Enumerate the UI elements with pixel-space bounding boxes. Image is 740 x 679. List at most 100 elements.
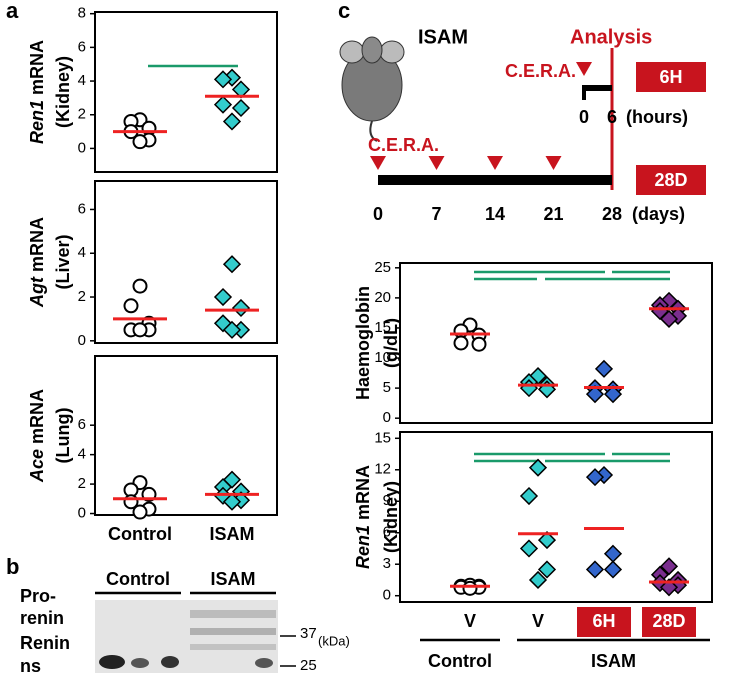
data-point: [462, 580, 478, 596]
marker-label: 37: [300, 625, 317, 642]
blot-band: [190, 644, 276, 650]
y-tick-label: 2: [78, 475, 86, 492]
y-tick-label: 8: [78, 5, 86, 22]
y-tick-label: 0: [383, 587, 391, 604]
model-label: ISAM: [418, 26, 468, 48]
tag-label: 28D: [654, 170, 687, 190]
data-point: [132, 322, 148, 338]
data-point: [222, 112, 242, 131]
y-tick-label: 25: [374, 259, 391, 276]
x-tick-label: V: [464, 611, 476, 631]
data-point: [123, 298, 139, 314]
blot-band: [190, 610, 276, 618]
y-tick-label: 0: [78, 139, 86, 156]
category-box: [577, 607, 631, 637]
data-point: [519, 539, 539, 558]
data-point: [603, 544, 623, 563]
band-label: Renin: [20, 633, 70, 653]
data-point: [222, 470, 242, 489]
data-point: [519, 486, 539, 506]
y-axis-label: (Lung): [53, 408, 73, 464]
label-text: mRNA: [27, 217, 47, 272]
data-point: [594, 359, 614, 378]
marker-label: 25: [300, 657, 317, 674]
y-tick-label: 4: [78, 244, 86, 261]
data-point: [213, 287, 233, 307]
band-label: ns: [20, 656, 41, 676]
y-axis-label: Ren1 mRNA: [353, 465, 373, 569]
blot-group: Control: [106, 569, 170, 589]
blot-band: [161, 656, 179, 668]
data-point: [585, 560, 605, 579]
tag-box: [636, 62, 706, 92]
data-point: [231, 298, 251, 318]
y-axis-label: (Kidney): [381, 481, 401, 553]
dose-marker: [576, 62, 592, 76]
data-point: [471, 336, 487, 352]
tag-label: 6H: [659, 67, 682, 87]
x-tick-label: Control: [108, 524, 172, 544]
label-text: Haemoglobin: [353, 286, 373, 400]
day-label: 28: [602, 204, 622, 224]
drug-label: C.E.R.A.: [505, 61, 576, 81]
y-tick-label: 15: [374, 429, 391, 446]
plot-frame: [94, 180, 278, 344]
data-point: [222, 492, 242, 511]
y-tick-label: 20: [374, 289, 391, 306]
y-axis-label: Ace mRNA: [27, 389, 47, 483]
blot-band: [255, 658, 273, 668]
y-tick-label: 4: [78, 72, 86, 89]
y-axis-label: Agt mRNA: [27, 217, 47, 308]
y-tick-label: 6: [78, 200, 86, 217]
group-label: Control: [428, 651, 492, 671]
data-point: [659, 309, 679, 329]
tag-box: [636, 165, 706, 195]
plot-frame: [399, 431, 713, 603]
band-label: renin: [20, 608, 64, 628]
x-tick-label: 28D: [652, 611, 685, 631]
panel-label: b: [6, 554, 19, 579]
gene-name: Ren1: [353, 525, 373, 569]
y-tick-label: 5: [383, 379, 391, 396]
y-tick-label: 0: [78, 332, 86, 349]
x-tick-label: V: [532, 611, 544, 631]
y-tick-label: 3: [383, 555, 391, 572]
blot-band: [190, 628, 276, 635]
dose-marker: [545, 156, 562, 170]
y-tick-label: 2: [78, 288, 86, 305]
dose-marker: [370, 156, 386, 170]
data-point: [528, 570, 548, 590]
data-point: [222, 255, 242, 274]
dose-marker: [428, 156, 445, 170]
y-tick-label: 4: [78, 446, 86, 463]
data-point: [231, 98, 251, 118]
panel-label: a: [6, 0, 19, 23]
hour-label: 6: [607, 107, 617, 127]
plot-frame: [94, 355, 278, 516]
marker-label: (kDa): [318, 633, 350, 648]
y-axis-label: Ren1 mRNA: [27, 40, 47, 144]
hour-label: 0: [579, 107, 589, 127]
data-point: [585, 385, 605, 404]
blot-band: [131, 658, 149, 668]
category-box: [642, 607, 696, 637]
y-axis-label: (Kidney): [53, 56, 73, 128]
label-text: mRNA: [353, 465, 373, 520]
day-label: 14: [485, 204, 505, 224]
y-tick-label: 0: [383, 409, 391, 426]
data-point: [213, 95, 233, 114]
band-label: Pro-: [20, 586, 56, 606]
data-point: [132, 278, 148, 294]
data-point: [659, 557, 679, 576]
y-axis-label: (g/dL): [381, 318, 401, 368]
gene-name: Ren1: [27, 100, 47, 144]
y-tick-label: 6: [78, 38, 86, 55]
data-point: [453, 335, 469, 351]
data-point: [537, 560, 557, 579]
dose-marker: [487, 156, 503, 170]
gene-name: Agt: [27, 276, 47, 308]
plot-frame: [399, 262, 713, 424]
unit-label: (days): [632, 204, 685, 224]
x-tick-label: 6H: [592, 611, 615, 631]
data-point: [585, 468, 605, 487]
